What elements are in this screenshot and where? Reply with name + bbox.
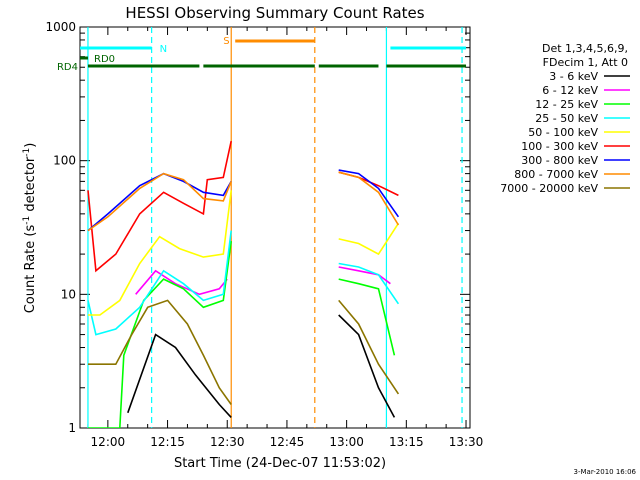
plot-frame <box>79 26 471 429</box>
x-tick-labels: 12:00 12:15 12:30 12:45 13:00 13:15 13:30 <box>91 435 484 449</box>
y-axis-label-sup2: -1 <box>22 148 32 157</box>
legend: Det 1,3,4,5,6,9, FDecim 1, Att 0 3 - 6 k… <box>500 42 630 195</box>
flag-label: N <box>160 44 167 55</box>
legend-entry-label: 300 - 800 keV <box>521 154 598 167</box>
series-line <box>88 141 466 271</box>
y-tick-label: 100 <box>53 154 76 168</box>
x-tick-label: 12:00 <box>91 435 126 449</box>
vertical-markers <box>87 27 463 428</box>
flag-label: RD4 <box>57 62 78 73</box>
x-tick-label: 13:00 <box>329 435 364 449</box>
flag-label: RD0 <box>94 54 115 65</box>
legend-header-line1: Det 1,3,4,5,6,9, <box>542 42 628 55</box>
observing-flags: N S RD0 RD4 <box>57 36 467 73</box>
series-line <box>88 300 466 404</box>
series-line <box>135 266 391 296</box>
legend-entry-label: 25 - 50 keV <box>535 112 598 125</box>
y-axis-label-main: Count Rate (s <box>23 225 38 314</box>
series-line <box>127 314 396 418</box>
legend-entry-label: 100 - 300 keV <box>521 140 598 153</box>
data-series <box>88 141 466 428</box>
legend-entry-label: 800 - 7000 keV <box>514 168 598 181</box>
x-tick-label: 12:45 <box>270 435 305 449</box>
series-line <box>88 172 466 230</box>
series-line <box>88 170 466 231</box>
legend-entry-label: 7000 - 20000 keV <box>500 182 598 195</box>
x-tick-label: 12:15 <box>150 435 185 449</box>
chart-title: HESSI Observing Summary Count Rates <box>125 4 424 22</box>
y-tick-label: 1 <box>68 421 76 435</box>
x-tick-label: 13:15 <box>389 435 424 449</box>
legend-entry-label: 6 - 12 keV <box>542 84 598 97</box>
flag-label: S <box>223 36 229 47</box>
y-axis-label-end: ) <box>23 143 38 148</box>
series-line <box>88 241 466 428</box>
x-axis-label: Start Time (24-Dec-07 11:53:02) <box>174 456 386 471</box>
x-tick-label: 13:30 <box>449 435 484 449</box>
y-tick-label: 10 <box>61 287 76 301</box>
generation-date: 3-Mar-2010 16:06 <box>574 468 637 476</box>
legend-entry-label: 12 - 25 keV <box>535 98 598 111</box>
legend-entry-label: 3 - 6 keV <box>549 70 598 83</box>
axis-ticks <box>80 26 470 429</box>
x-tick-label: 12:30 <box>210 435 245 449</box>
y-tick-labels: 1 10 100 1000 <box>45 20 76 435</box>
y-tick-label: 1000 <box>45 20 76 34</box>
legend-header-line2: FDecim 1, Att 0 <box>543 56 628 69</box>
y-axis-label-sup1: -1 <box>22 216 32 225</box>
legend-entry-label: 50 - 100 keV <box>528 126 598 139</box>
y-axis-label-mid: detector <box>23 156 38 216</box>
y-axis-label: Count Rate (s-1 detector-1) <box>22 143 38 314</box>
